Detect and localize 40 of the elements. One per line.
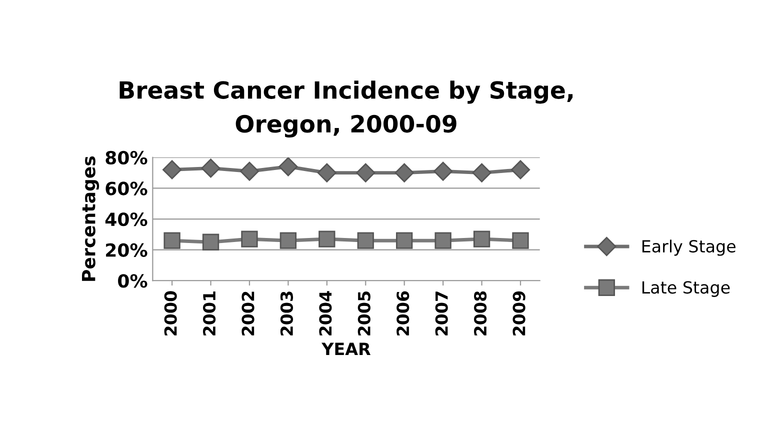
x-tick-label: 2009 (512, 291, 526, 336)
x-tick-label: 2008 (474, 291, 487, 336)
x-tick-label: 2006 (396, 291, 410, 336)
y-axis-title: Percentages (82, 156, 100, 281)
point (278, 157, 298, 176)
point (473, 230, 490, 248)
x-tick-label: 2001 (202, 291, 216, 336)
y-tick-label: 20% (106, 243, 148, 257)
point (357, 232, 374, 249)
y-tick-label: 60% (106, 182, 148, 196)
y-tick-label: 40% (105, 212, 148, 226)
point (510, 160, 530, 180)
x-tick-label: 2005 (358, 292, 370, 336)
chart-title: Breast Cancer Incidence by Stage, Oregon, 2000-09 (120, 80, 573, 138)
point (512, 232, 529, 249)
legend-label: Early Stage (642, 240, 736, 256)
x-tick-label: 2003 (280, 292, 294, 336)
point (318, 230, 336, 248)
point (434, 232, 452, 249)
point (394, 163, 414, 182)
point (202, 234, 220, 250)
x-tick-label: 2002 (242, 292, 254, 336)
x-tick-label: 2000 (164, 291, 177, 336)
x-tick-label: 2004 (319, 291, 332, 336)
point (317, 163, 336, 182)
point (241, 230, 258, 248)
legend-label: Late Stage (642, 281, 730, 297)
x-axis-title: YEAR (322, 342, 371, 355)
point (280, 232, 297, 249)
y-tick-label: 0% (118, 274, 148, 288)
point (162, 160, 182, 180)
point (356, 163, 376, 182)
point (434, 162, 453, 181)
x-tick-label: 2007 (435, 292, 448, 336)
point (396, 232, 413, 249)
point (164, 232, 180, 249)
y-tick-label: 80% (106, 150, 148, 165)
point (201, 158, 220, 178)
point (240, 162, 260, 181)
point (472, 163, 492, 182)
